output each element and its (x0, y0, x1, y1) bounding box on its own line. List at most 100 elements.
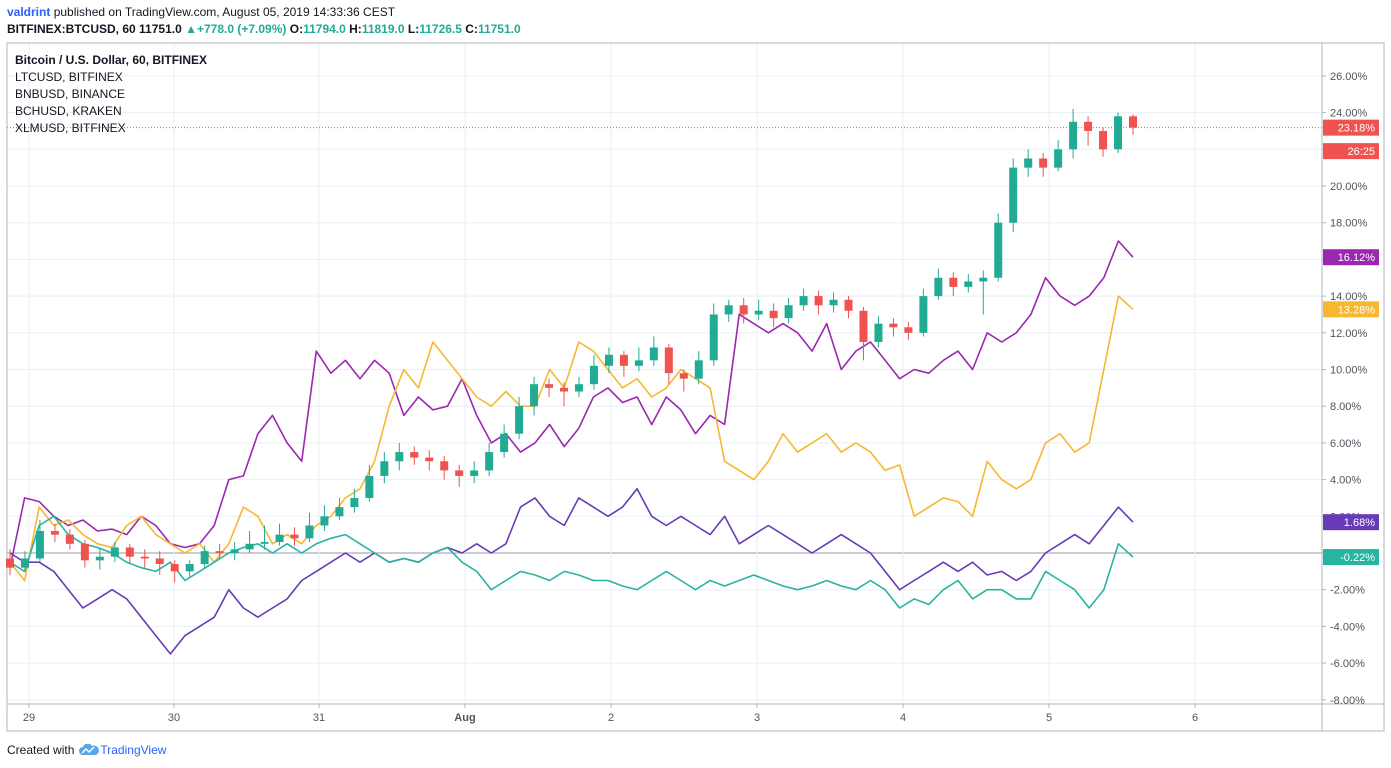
y-tick-label: 4.00% (1330, 475, 1361, 487)
last-value-label: -0.22% (1323, 549, 1379, 566)
candle-body (155, 558, 164, 565)
candle-body (889, 323, 898, 328)
candle (994, 213, 1003, 282)
label-box (1323, 549, 1379, 566)
candle-body (1009, 167, 1018, 223)
candle-body (934, 277, 943, 297)
candle (739, 297, 748, 324)
y-tick-label: 26.00% (1330, 71, 1368, 83)
candle-body (35, 530, 44, 559)
candle (874, 316, 883, 348)
candle-body (904, 327, 913, 333)
candle-body (20, 558, 29, 568)
legend-main-symbol[interactable]: Bitcoin / U.S. Dollar, 60, BITFINEX (15, 53, 208, 67)
candle (275, 523, 284, 546)
candle (634, 347, 643, 372)
tradingview-logo-link[interactable]: TradingView (78, 741, 166, 759)
candle (664, 343, 673, 385)
open-value: 11794.0 (303, 22, 346, 36)
candle-body (80, 543, 89, 561)
candle-body (545, 384, 554, 388)
candle (185, 560, 194, 577)
legend-item-xlmusd[interactable]: XLMUSD, BITFINEX (15, 121, 126, 135)
x-tick-label: 29 (23, 712, 35, 724)
candle (80, 540, 89, 568)
up-arrow-icon: ▲ (185, 22, 197, 36)
candle (395, 442, 404, 471)
author-name[interactable]: valdrint (7, 5, 51, 19)
label-text: 23.18% (1338, 123, 1376, 135)
candle-body (530, 384, 539, 407)
candle (649, 336, 658, 366)
candle-body (305, 525, 314, 539)
candle (1024, 149, 1033, 177)
candle-body (50, 530, 59, 535)
candle-body (140, 556, 149, 559)
candle (1129, 114, 1137, 135)
candle (260, 525, 269, 550)
candle (844, 296, 853, 319)
comparison-lines (9, 240, 1134, 655)
candle (440, 455, 449, 480)
candle (35, 519, 44, 563)
candle (560, 382, 569, 407)
candle (859, 307, 868, 361)
candle (6, 549, 14, 576)
close-label: C: (465, 22, 478, 36)
candle-body (425, 457, 434, 462)
candle (245, 530, 254, 553)
candle (799, 288, 808, 311)
candle-body (694, 360, 703, 379)
candle-body (979, 277, 988, 282)
candle (769, 303, 778, 328)
candle-body (230, 549, 239, 553)
candle-body (859, 310, 868, 342)
tradingview-brand: TradingView (100, 743, 167, 757)
candle-body (485, 452, 494, 471)
candle-body (410, 452, 419, 458)
label-text: 16.12% (1338, 252, 1376, 264)
low-value: 11726.5 (419, 22, 462, 36)
last-value-label: 26:25 (1323, 143, 1379, 160)
candlestick-series (6, 108, 1137, 583)
candle (50, 523, 59, 542)
candle (829, 292, 838, 313)
candle (335, 497, 344, 520)
high-label: H: (349, 22, 362, 36)
candle (919, 288, 928, 337)
candle (320, 505, 329, 531)
legend-item-ltcusd[interactable]: LTCUSD, BITFINEX (15, 70, 123, 84)
candle-body (589, 365, 598, 385)
candle (140, 549, 149, 568)
x-tick-label: 4 (900, 712, 906, 724)
candle-body (1099, 130, 1108, 150)
candle-body (709, 314, 718, 361)
last-value-label: 13.28% (1323, 301, 1379, 318)
candle (589, 354, 598, 390)
price-axis: 26.00%24.00%22.00%20.00%18.00%16.00%14.0… (1322, 71, 1368, 707)
y-tick-label: -2.00% (1330, 585, 1365, 597)
candle (784, 297, 793, 324)
series-line-xlmusd (9, 515, 1134, 609)
candle-body (1054, 149, 1063, 168)
candle (305, 512, 314, 542)
series-line-bnbusd (9, 295, 1134, 582)
legend-item-bchusd[interactable]: BCHUSD, KRAKEN (15, 104, 122, 118)
y-tick-label: -6.00% (1330, 658, 1365, 670)
y-tick-label: 20.00% (1330, 181, 1368, 193)
candle-body (275, 534, 284, 542)
candle-body (110, 547, 119, 557)
legend-item-bnbusd[interactable]: BNBUSD, BINANCE (15, 87, 126, 101)
last-value-label: 1.68% (1323, 514, 1379, 531)
candle-body (679, 373, 688, 379)
price-chart[interactable]: 26.00%24.00%22.00%20.00%18.00%16.00%14.0… (0, 0, 1391, 740)
created-with-label: Created with (7, 743, 75, 757)
candle (350, 488, 359, 513)
candle (515, 397, 524, 440)
candle-body (350, 497, 359, 508)
candle-body (95, 556, 104, 561)
candle (290, 527, 299, 546)
candle (410, 446, 419, 465)
candle-body (724, 305, 733, 315)
candle-body (290, 534, 299, 539)
